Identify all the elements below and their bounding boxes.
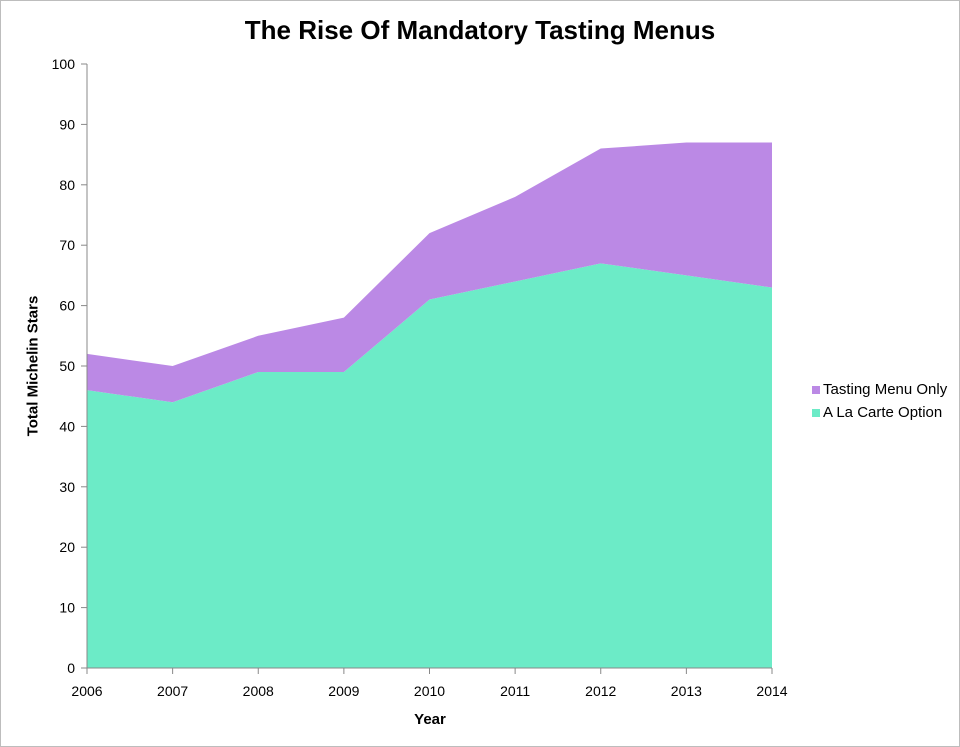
y-tick-label-80: 80 xyxy=(59,177,75,193)
area-series-a-la-carte-option xyxy=(87,263,772,668)
legend-item-a-la-carte: A La Carte Option xyxy=(812,401,947,424)
y-tick-label-0: 0 xyxy=(67,660,75,676)
y-tick-label-60: 60 xyxy=(59,298,75,314)
y-tick-label-90: 90 xyxy=(59,116,75,132)
legend-label-tasting-menu: Tasting Menu Only xyxy=(823,381,948,398)
y-tick-label-20: 20 xyxy=(59,539,75,555)
x-tick-label-2014: 2014 xyxy=(756,683,787,699)
y-tick-label-50: 50 xyxy=(59,358,75,374)
x-tick-label-2008: 2008 xyxy=(243,683,274,699)
legend-swatch-a-la-carte xyxy=(812,408,820,417)
legend-swatch-tasting-menu xyxy=(812,385,820,394)
x-axis-title: Year xyxy=(414,711,446,728)
x-tick-label-2012: 2012 xyxy=(585,683,616,699)
x-tick-label-2010: 2010 xyxy=(414,683,445,699)
y-tick-label-100: 100 xyxy=(52,56,76,72)
legend: Tasting Menu Only A La Carte Option xyxy=(812,378,947,424)
x-tick-label-2009: 2009 xyxy=(328,683,359,699)
legend-label-a-la-carte: A La Carte Option xyxy=(823,404,943,421)
y-tick-label-40: 40 xyxy=(59,418,75,434)
x-tick-label-2013: 2013 xyxy=(671,683,702,699)
x-tick-label-2011: 2011 xyxy=(500,683,530,699)
legend-item-tasting-menu: Tasting Menu Only xyxy=(812,378,947,401)
y-tick-label-70: 70 xyxy=(59,237,75,253)
area-series-tasting-menu-only xyxy=(87,142,772,403)
x-tick-label-2007: 2007 xyxy=(157,683,188,699)
x-tick-label-2006: 2006 xyxy=(71,683,102,699)
y-tick-label-30: 30 xyxy=(59,479,75,495)
y-axis-title: Total Michelin Stars xyxy=(24,295,42,437)
y-tick-label-10: 10 xyxy=(59,600,75,616)
chart-title: The Rise Of Mandatory Tasting Menus xyxy=(244,15,716,45)
